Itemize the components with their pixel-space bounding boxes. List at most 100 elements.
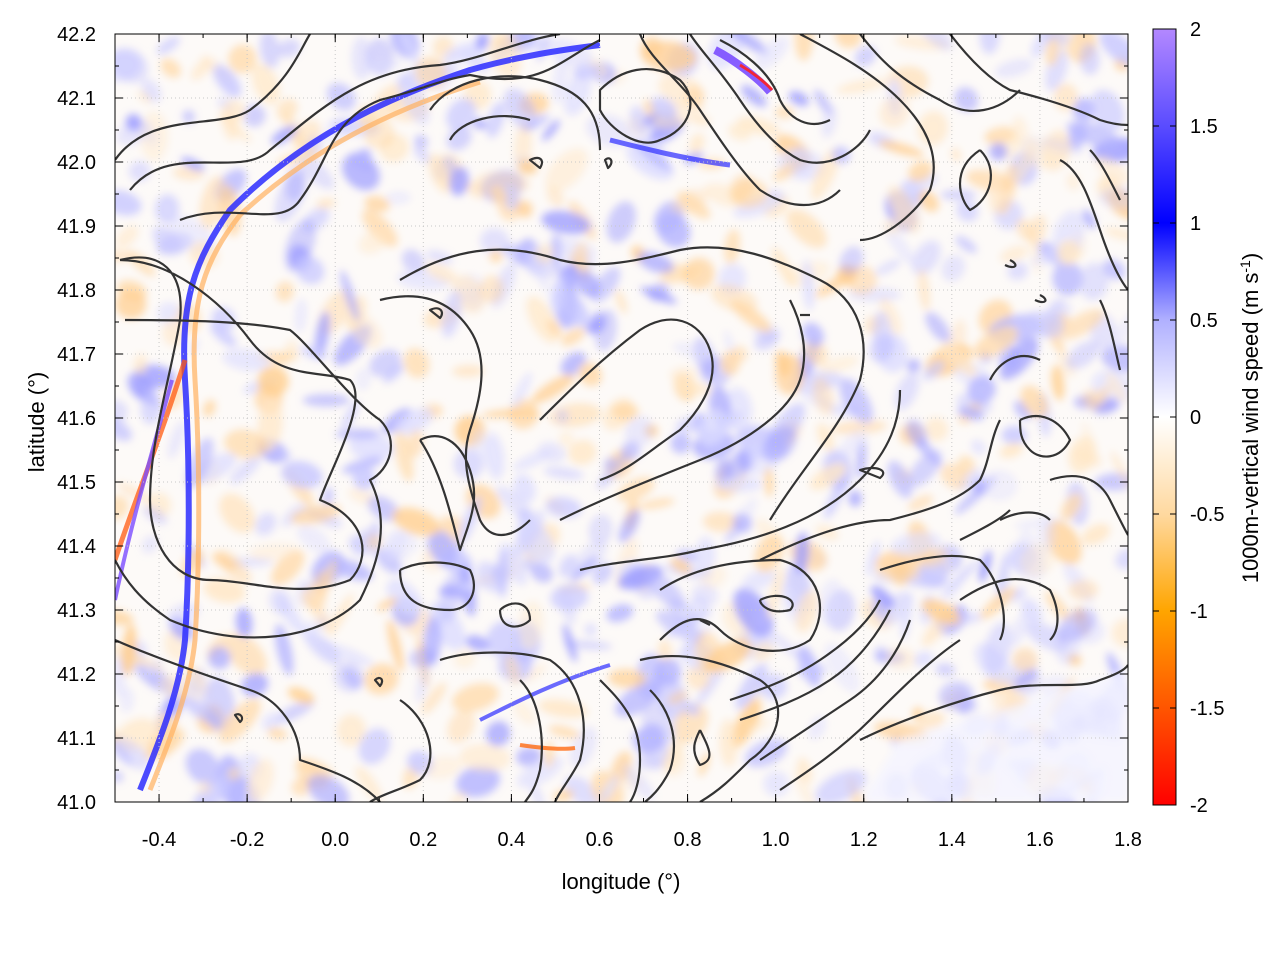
heatmap-cell [723,387,753,431]
contour-line [579,389,902,572]
heatmap-cell [1102,259,1126,280]
heatmap-cell [939,578,962,602]
heatmap-cell [538,699,588,718]
heatmap-cell [691,583,718,607]
heatmap-cell [523,664,547,683]
heatmap-cell [894,372,920,411]
contour-line [1049,475,1128,536]
heatmap-cell [518,601,544,650]
heatmap-cell [277,39,301,58]
heatmap-cell [275,281,294,303]
heatmap-cell [831,420,888,435]
heatmap-cell [1081,523,1111,546]
heatmap-cell [342,153,380,191]
heatmap-cell [838,429,868,461]
heatmap-cell [448,166,469,196]
heatmap-cell [640,286,677,304]
heatmap-cell [1052,260,1083,296]
heatmap-cell [1111,618,1128,648]
contour-line [559,299,806,521]
heatmap-cell [553,789,574,802]
heatmap-cell [516,747,542,767]
y-tick-label: 41.4 [57,536,96,558]
heatmap-cell [888,186,920,233]
heatmap-cell [1073,447,1102,467]
heatmap-cell [887,460,913,498]
contour-line [799,34,935,242]
contour-line [879,554,1005,641]
heatmap-cell [528,249,550,294]
heatmap-cell [670,557,692,574]
heatmap-cell [1000,245,1028,263]
x-tick-label: -0.4 [142,829,176,851]
y-tick-label: 41.5 [57,472,96,494]
heatmap-cell [815,769,867,802]
heatmap-cell [386,578,423,616]
heatmap-cell [556,409,569,423]
heatmap-cell [999,442,1024,458]
heatmap-cell [735,663,768,710]
heatmap-cell [511,372,532,409]
heatmap-cell [1016,135,1036,184]
heatmap-cell [140,391,162,425]
heatmap-cell [546,38,595,68]
heatmap-cell [269,588,292,615]
heatmap-cell [441,289,462,338]
heatmap-cell [486,620,520,657]
contour-line [539,318,714,482]
heatmap-cell [578,362,603,387]
contour-line [719,39,831,125]
heatmap-cell [424,756,462,780]
heatmap-cell [322,642,374,666]
heatmap-cell [874,646,888,662]
heatmap-cell [513,700,536,725]
heatmap-cell [262,712,282,730]
heatmap-cell [763,771,790,797]
heatmap-cell [383,529,407,559]
heatmap-cell [872,311,892,358]
heatmap-cell [754,36,789,70]
heatmap-cell [191,58,212,81]
contour-line [1099,299,1122,371]
downdraft-peak [739,63,774,92]
heatmap-cell [639,36,662,59]
heatmap-cell [369,349,402,377]
heatmap-cell [775,353,805,395]
x-tick-label: 0.8 [674,829,702,851]
heatmap-cell [979,34,1000,55]
heatmap-cell [907,494,934,511]
heatmap-cell [918,559,949,588]
heatmap-cell [575,271,601,298]
heatmap-cell [611,402,639,421]
contour-line [379,295,531,536]
heatmap-cell [667,690,689,705]
x-tick-label: 0.0 [321,829,349,851]
heatmap-cell [545,148,588,192]
heatmap-cell [1079,43,1100,75]
heatmap-cell [989,142,1008,161]
heatmap-cell [274,700,315,724]
heatmap-cell [355,148,372,166]
contour-line [759,419,1001,561]
heatmap-cell [481,409,535,418]
heatmap-cell [940,342,977,377]
heatmap-cell [732,513,753,533]
heatmap-cell [731,699,761,748]
heatmap-cell [971,439,986,455]
heatmap-cell [502,185,520,210]
contour-line [399,246,865,521]
heatmap-cell [1065,340,1101,370]
heatmap-cell [474,171,531,195]
colorbar-tick-label: -1 [1190,601,1208,623]
heatmap-cell [1081,422,1095,454]
heatmap-cell [957,455,976,475]
heatmap-cell [276,447,292,462]
y-tick-label: 41.3 [57,600,96,622]
heatmap-cell [812,377,834,416]
heatmap-cell [314,311,330,360]
heatmap-cell [1066,120,1121,148]
heatmap-cell [584,623,597,636]
heatmap-cell [485,721,511,747]
heatmap-cell [572,63,599,80]
heatmap-cell [342,668,362,689]
